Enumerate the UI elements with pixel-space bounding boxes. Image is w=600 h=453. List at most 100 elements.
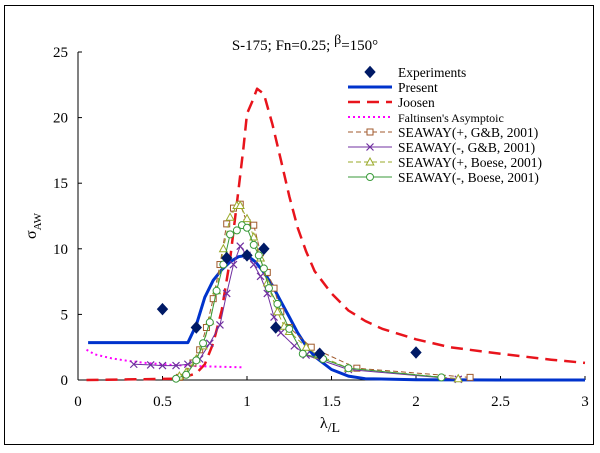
data-point: [301, 342, 311, 351]
tick-group: 0 0.5 1 1.5 2 2.5 3 0 5 10 15 20 25: [53, 45, 589, 410]
x-tick-label: 2: [412, 394, 420, 410]
data-point: [221, 251, 233, 265]
data-point: [190, 321, 202, 334]
data-point: [205, 339, 214, 348]
legend-marker: [366, 128, 374, 136]
data-point: [236, 242, 245, 251]
data-point: [254, 251, 263, 260]
legend-item: Joosen: [348, 95, 435, 110]
data-point: [353, 364, 361, 372]
data-point: [241, 249, 253, 262]
data-point: [235, 200, 245, 210]
y-axis-label: σAW: [23, 212, 44, 239]
data-point: [156, 302, 169, 316]
legend-item: SEAWAY(-, G&B, 2001): [348, 140, 535, 155]
data-point: [256, 272, 265, 281]
data-point: [264, 284, 273, 293]
legend-item: SEAWAY(+, G&B, 2001): [348, 125, 538, 140]
data-point: [158, 361, 167, 370]
data-point: [313, 347, 326, 361]
data-point: [232, 226, 241, 235]
legend-marker: [366, 173, 374, 181]
data-point: [249, 240, 258, 249]
axes: [77, 52, 585, 381]
series-line: [133, 245, 459, 380]
data-point: [270, 321, 282, 334]
y-tick-label: 15: [53, 176, 68, 192]
legend-marker: [366, 143, 374, 151]
data-point: [129, 360, 138, 369]
legend-label: SEAWAY(+, Boese, 2001): [398, 155, 542, 170]
data-point: [285, 324, 294, 333]
data-point: [146, 360, 155, 369]
data-point: [216, 320, 224, 329]
legend-item: Present: [348, 80, 438, 95]
y-tick-label: 10: [53, 242, 68, 258]
data-point: [225, 212, 235, 221]
legend-item: SEAWAY(-, Boese, 2001): [348, 170, 539, 185]
series-line: [88, 253, 585, 382]
y-tick-label: 5: [61, 307, 69, 323]
data-point: [466, 373, 474, 381]
data-point: [453, 373, 463, 383]
y-tick-label: 25: [53, 45, 68, 61]
x-tick-label: 0: [74, 394, 82, 410]
data-point: [242, 213, 252, 223]
legend-label: Experiments: [398, 65, 466, 80]
data-point: [410, 346, 422, 359]
figure-frame: [4, 5, 594, 445]
data-point: [219, 260, 228, 269]
x-tick-label: 1: [243, 394, 251, 410]
data-point: [202, 324, 210, 332]
data-point: [272, 306, 283, 316]
series-seaway-boese-2001: [172, 221, 446, 383]
data-point: [212, 286, 221, 295]
x-tick-label: 3: [581, 394, 589, 410]
data-point: [273, 299, 282, 308]
series-seaway-g-b-2001: [129, 242, 463, 384]
data-point: [258, 242, 270, 256]
data-point: [223, 220, 231, 228]
series-line: [86, 348, 244, 369]
series-present: [88, 253, 585, 382]
legend-label: Faltinsen's Asymptoic: [398, 111, 504, 125]
data-point: [250, 221, 258, 229]
data-point: [344, 364, 353, 373]
data-point: [209, 295, 217, 303]
data-point: [192, 356, 201, 365]
data-point: [199, 339, 208, 348]
x-axis-label: λ/L: [320, 415, 340, 436]
legend-label: Present: [398, 80, 438, 95]
data-point: [172, 374, 181, 383]
legend-item: Faltinsen's Asymptoic: [348, 111, 504, 125]
data-point: [205, 318, 214, 327]
x-tick-label: 1.5: [322, 394, 341, 410]
legend-label: Joosen: [398, 95, 435, 110]
data-point: [298, 349, 307, 358]
data-point: [243, 223, 251, 232]
data-point: [437, 373, 446, 382]
data-point: [290, 341, 299, 350]
legend-item: SEAWAY(+, Boese, 2001): [348, 155, 542, 170]
data-point: [259, 264, 268, 273]
plot-area: [86, 87, 586, 384]
data-point: [226, 230, 235, 239]
data-point: [172, 361, 180, 370]
data-point: [229, 260, 238, 269]
y-tick-label: 0: [61, 373, 69, 389]
legend-item: Experiments: [364, 65, 466, 80]
x-tick-label: 0.5: [153, 394, 172, 410]
legend-label: SEAWAY(+, G&B, 2001): [398, 125, 538, 140]
series-line: [179, 203, 471, 378]
data-point: [249, 231, 259, 241]
data-point: [218, 243, 228, 253]
y-tick-label: 20: [53, 111, 68, 127]
data-point: [222, 289, 231, 298]
series-faltinsen-s-asymptoic: [86, 348, 244, 369]
data-point: [249, 260, 258, 269]
legend-marker: [365, 156, 375, 166]
legend-label: SEAWAY(-, Boese, 2001): [398, 170, 539, 185]
x-tick-label: 2.5: [491, 394, 510, 410]
